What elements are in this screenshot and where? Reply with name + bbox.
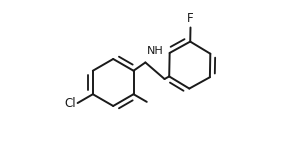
Text: Cl: Cl [65,97,76,109]
Text: NH: NH [147,46,164,55]
Text: F: F [187,12,194,25]
